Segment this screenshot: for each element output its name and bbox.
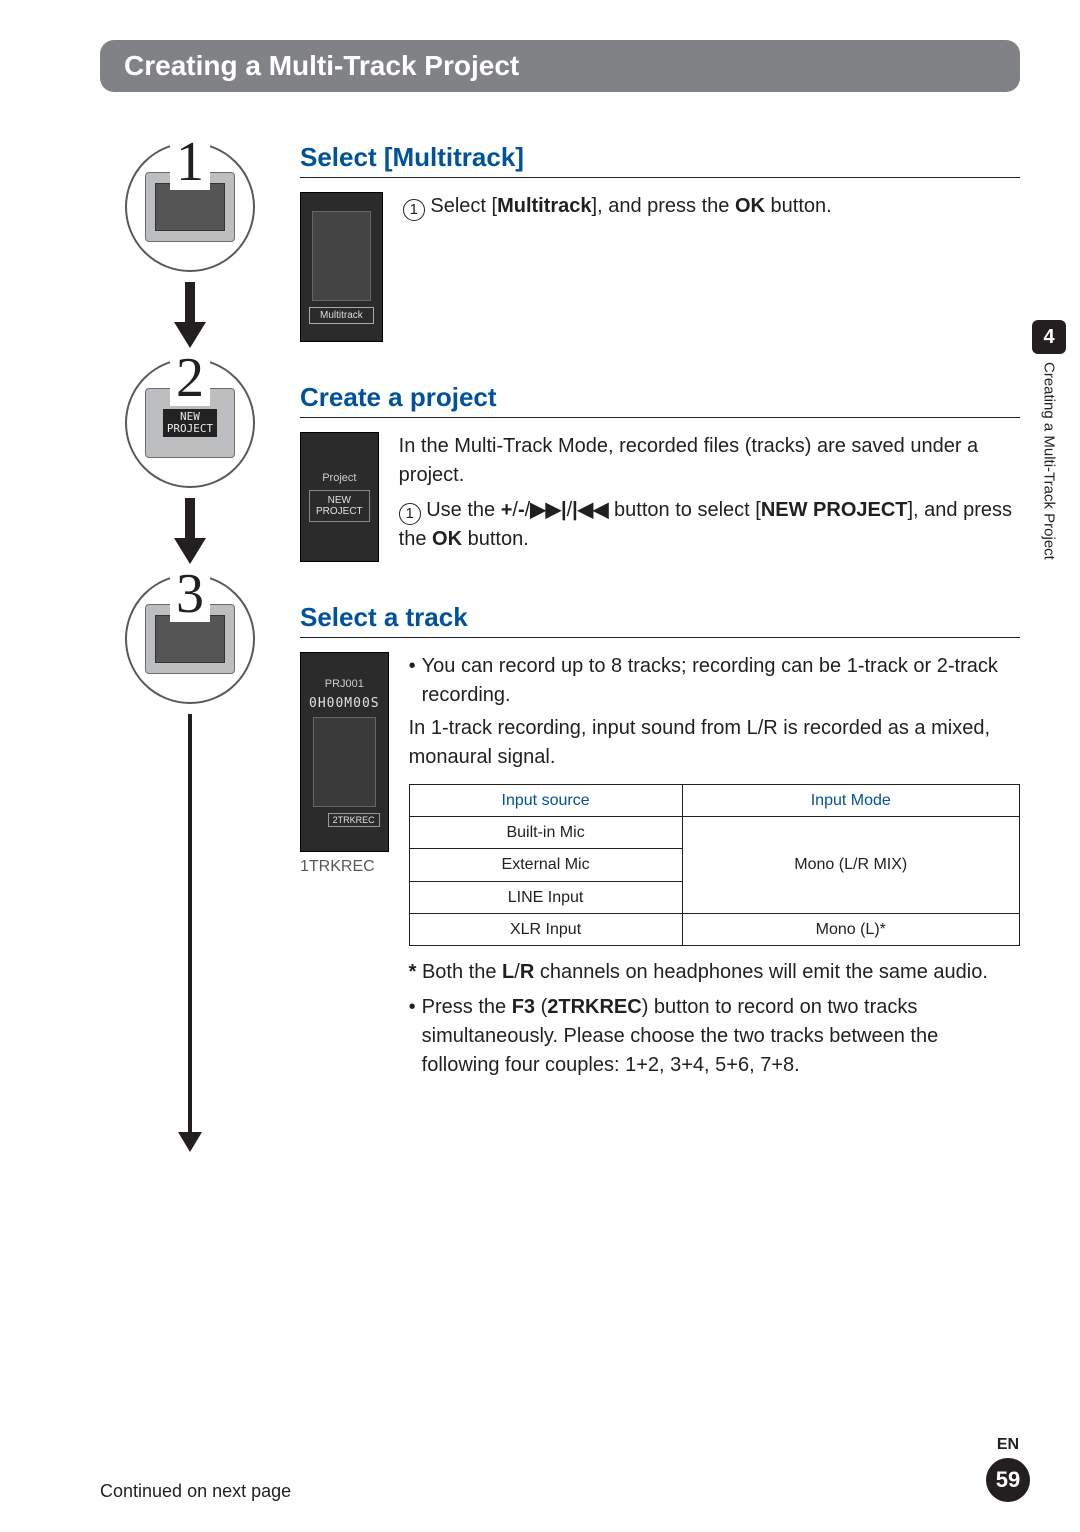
minus-icon: -: [518, 499, 525, 521]
s3-p1: In 1-track recording, input sound from L…: [409, 714, 1020, 772]
step2-dev-l1: NEW: [180, 410, 200, 423]
section-create-project: Create a project Project NEW PROJECT In …: [300, 382, 1020, 562]
screenshot-multitrack: Multitrack: [300, 192, 383, 342]
arrow-down-2: [174, 538, 206, 564]
new-project-label: NEW PROJECT: [761, 499, 908, 521]
ffwd-icon: ▶▶|: [530, 499, 566, 521]
f3-button-label: F3: [512, 996, 535, 1018]
th-input-mode: Input Mode: [682, 785, 1019, 817]
section-2-heading: Create a project: [300, 382, 1020, 418]
td-builtin: Built-in Mic: [409, 817, 682, 849]
section-select-multitrack: Select [Multitrack] Multitrack 1 Select …: [300, 142, 1020, 342]
bullet-dot-icon: •: [409, 652, 416, 710]
s2-a: Use the: [426, 499, 500, 521]
shot3-caption: 1TRKREC: [300, 858, 389, 876]
screenshot-1-wrap: Multitrack: [300, 192, 383, 342]
page-number-badge: 59: [986, 1458, 1030, 1502]
star-b: Both the: [422, 961, 502, 983]
page-number-group: EN 59: [986, 1436, 1030, 1502]
b2-a: Press the: [422, 996, 512, 1018]
section-1-desc: 1 Select [Multitrack], and press the OK …: [403, 192, 1020, 342]
star-f: channels on headphones will emit the sam…: [534, 961, 988, 983]
shot2-l1: NEW: [328, 495, 351, 506]
shot3-prj: PRJ001: [325, 678, 364, 690]
section-2-desc: In the Multi-Track Mode, recorded files …: [399, 432, 1020, 562]
section-1-heading: Select [Multitrack]: [300, 142, 1020, 178]
screenshot-1-label: Multitrack: [309, 307, 374, 324]
s1-e: button.: [765, 195, 832, 217]
td-external: External Mic: [409, 849, 682, 881]
long-arrow-head: [178, 1132, 202, 1152]
s1-c: ], and press the: [592, 195, 735, 217]
th-input-source: Input source: [409, 785, 682, 817]
side-tab: 4 Creating a Multi-Track Project: [1032, 320, 1066, 560]
shot2-title: Project: [322, 472, 356, 484]
page-header: Creating a Multi-Track Project: [100, 40, 1020, 92]
ok-button-label-2: OK: [432, 528, 462, 550]
step-1-circle: 1: [125, 142, 255, 272]
arrow-down-1: [174, 322, 206, 348]
instructions-column: Select [Multitrack] Multitrack 1 Select …: [300, 142, 1020, 1152]
section-3-desc: • You can record up to 8 tracks; recordi…: [409, 652, 1020, 1084]
continued-label: Continued on next page: [100, 1481, 291, 1502]
s2-i: button to select [: [608, 499, 760, 521]
screenshot-2-wrap: Project NEW PROJECT: [300, 432, 379, 562]
step-bullet-num: 1: [403, 199, 425, 221]
s1-a: Select [: [430, 195, 497, 217]
page-title: Creating a Multi-Track Project: [124, 50, 996, 82]
s1-b: Multitrack: [497, 195, 591, 217]
rwd-icon: |◀◀: [572, 499, 608, 521]
b2-c: (: [535, 996, 547, 1018]
step-1-number: 1: [170, 134, 210, 190]
l-channel: L: [502, 961, 514, 983]
step-2-circle: 2 NEW PROJECT: [125, 358, 255, 488]
screenshot-track: PRJ001 0H00M00S 2TRKREC: [300, 652, 389, 852]
td-mono-mix: Mono (L/R MIX): [682, 817, 1019, 914]
s3-b2: Press the F3 (2TRKREC) button to record …: [422, 993, 1020, 1080]
td-xlr: XLR Input: [409, 913, 682, 945]
plus-icon: +: [501, 499, 513, 521]
shot2-l2: PROJECT: [316, 506, 363, 517]
shot3-btn: 2TRKREC: [328, 813, 380, 827]
trkrec-label: 2TRKREC: [547, 996, 641, 1018]
arrow-stem-2: [185, 498, 195, 538]
screenshot-3-wrap: PRJ001 0H00M00S 2TRKREC 1TRKREC: [300, 652, 389, 1084]
screenshot-project: Project NEW PROJECT: [300, 432, 379, 562]
step2-dev-l2: PROJECT: [167, 422, 213, 435]
s2-intro: In the Multi-Track Mode, recorded files …: [399, 432, 1020, 490]
td-line: LINE Input: [409, 881, 682, 913]
step-rail: 1 2 NEW PROJECT 3: [100, 142, 280, 1152]
arrow-stem-1: [185, 282, 195, 322]
td-mono-l: Mono (L)*: [682, 913, 1019, 945]
side-section-label: Creating a Multi-Track Project: [1041, 362, 1058, 560]
s3-b1: You can record up to 8 tracks; recording…: [422, 652, 1020, 710]
section-3-heading: Select a track: [300, 602, 1020, 638]
input-mode-table: Input source Input Mode Built-in Mic Mon…: [409, 784, 1020, 946]
r-channel: R: [520, 961, 534, 983]
language-label: EN: [986, 1436, 1030, 1454]
ok-button-label: OK: [735, 195, 765, 217]
s2-num: 1: [399, 503, 421, 525]
section-select-track: Select a track PRJ001 0H00M00S 2TRKREC 1…: [300, 602, 1020, 1084]
bullet-dot-icon-2: •: [409, 993, 416, 1080]
step-3-number: 3: [170, 566, 210, 622]
page-footer: Continued on next page EN 59: [100, 1436, 1030, 1502]
long-arrow-stem: [188, 714, 192, 1134]
shot3-time: 0H00M00S: [309, 696, 380, 711]
star: *: [409, 961, 422, 983]
step-3-circle: 3: [125, 574, 255, 704]
s2-m: button.: [462, 528, 529, 550]
chapter-badge: 4: [1032, 320, 1066, 354]
step-2-number: 2: [170, 350, 210, 406]
shot2-newproject: NEW PROJECT: [309, 490, 370, 522]
